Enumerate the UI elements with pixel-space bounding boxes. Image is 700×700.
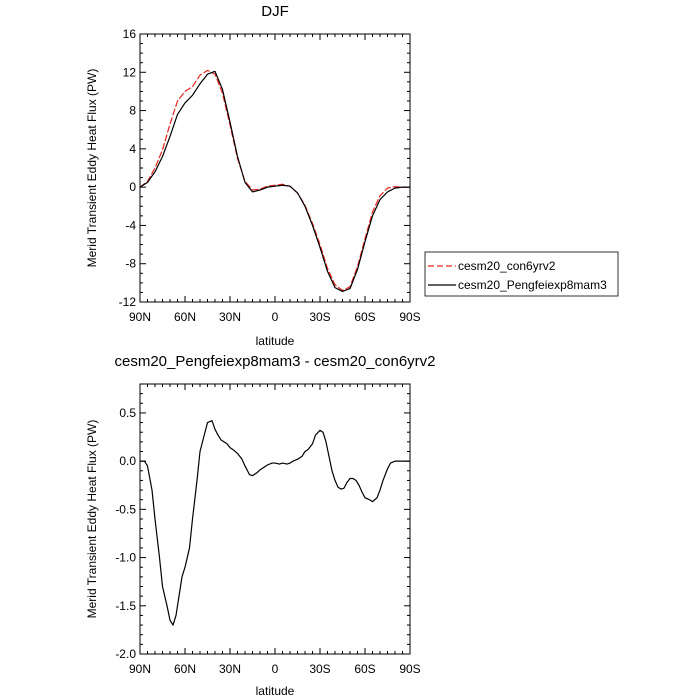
x-tick-label: 90N <box>129 662 151 676</box>
y-tick-label: 0 <box>129 180 136 194</box>
y-tick-label: 0.0 <box>119 454 136 468</box>
top-legend: cesm20_con6yrv2 cesm20_Pengfeiexp8mam3 <box>424 251 619 297</box>
top-plot-frame <box>139 33 411 303</box>
top-y-axis-label: Merid Transient Eddy Heat Flux (PW) <box>85 69 99 268</box>
top-x-tick-labels: 90N 60N 30N 0 30S 60S 90S <box>129 310 421 324</box>
x-tick-label: 60N <box>174 662 196 676</box>
y-tick-label: -1.0 <box>115 551 136 565</box>
bottom-plot-frame <box>139 383 411 655</box>
top-ticks <box>139 33 411 303</box>
x-tick-label: 90N <box>129 310 151 324</box>
x-tick-label: 60S <box>354 662 375 676</box>
y-tick-label: 16 <box>123 27 137 41</box>
y-tick-label: -12 <box>119 295 137 309</box>
top-series-lines <box>139 69 411 293</box>
x-tick-label: 0 <box>272 310 279 324</box>
x-tick-label: 90S <box>399 662 420 676</box>
bottom-series-lines <box>139 420 411 626</box>
y-tick-label: -1.5 <box>115 599 136 613</box>
x-tick-label: 30N <box>219 310 241 324</box>
y-tick-label: -0.5 <box>115 502 136 516</box>
bottom-panel: cesm20_Pengfeiexp8mam3 - cesm20_con6yrv2… <box>85 353 436 698</box>
series-line-2 <box>139 70 411 293</box>
top-y-tick-labels: -12 -8 -4 0 4 8 12 16 <box>119 27 137 309</box>
legend-box <box>424 251 619 297</box>
y-tick-label: 8 <box>129 104 136 118</box>
legend-label-series-2: cesm20_Pengfeiexp8mam3 <box>458 278 607 292</box>
x-tick-label: 30S <box>309 662 330 676</box>
y-tick-label: -2.0 <box>115 647 136 661</box>
bottom-y-tick-labels: -2.0 -1.5 -1.0 -0.5 0.0 0.5 <box>115 406 136 661</box>
y-tick-label: 0.5 <box>119 406 136 420</box>
bottom-chart-title: cesm20_Pengfeiexp8mam3 - cesm20_con6yrv2 <box>115 353 436 370</box>
top-x-axis-label: latitude <box>256 334 295 348</box>
y-tick-label: -4 <box>125 218 136 232</box>
x-tick-label: 30S <box>309 310 330 324</box>
x-tick-label: 30N <box>219 662 241 676</box>
series-line-1 <box>139 69 411 292</box>
x-tick-label: 60N <box>174 310 196 324</box>
bottom-x-tick-labels: 90N 60N 30N 0 30S 60S 90S <box>129 662 421 676</box>
bottom-ticks <box>139 383 411 655</box>
bottom-x-axis-label: latitude <box>256 684 295 698</box>
top-panel: DJF 90N 60N 30N 0 30S 60S 90S -12 -8 -4 0 4 8 12 16 l… <box>85 3 619 348</box>
legend-label-series-1: cesm20_con6yrv2 <box>458 259 556 273</box>
y-tick-label: 4 <box>129 142 136 156</box>
top-chart-title: DJF <box>261 3 289 20</box>
y-tick-label: 12 <box>123 65 137 79</box>
x-tick-label: 90S <box>399 310 420 324</box>
x-tick-label: 60S <box>354 310 375 324</box>
y-tick-label: -8 <box>125 257 136 271</box>
series-line-1 <box>139 420 411 626</box>
x-tick-label: 0 <box>272 662 279 676</box>
bottom-y-axis-label: Merid Transient Eddy Heat Flux (PW) <box>85 420 99 619</box>
